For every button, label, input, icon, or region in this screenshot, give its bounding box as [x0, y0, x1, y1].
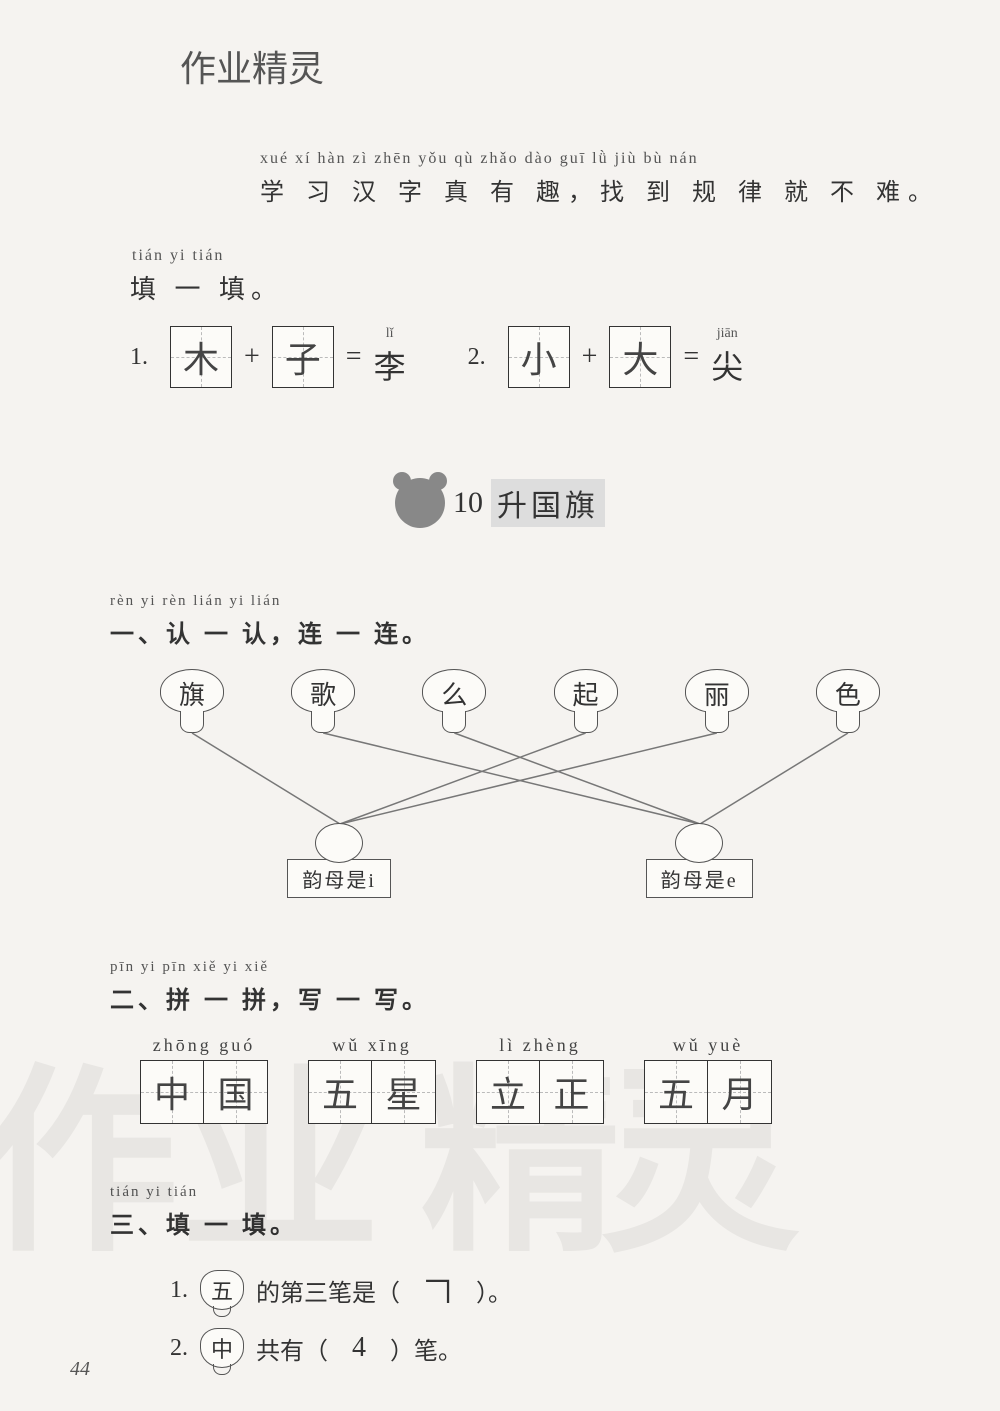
kid-icon [315, 823, 363, 863]
kid-icon [675, 823, 723, 863]
lesson-number: 10 [453, 486, 483, 520]
target-label: 韵母是e [646, 859, 753, 898]
char-box: 月 [708, 1060, 772, 1124]
char-box: 国 [204, 1060, 268, 1124]
char-box: 中 [140, 1060, 204, 1124]
question-text: ）笔。 [390, 1331, 462, 1366]
lesson-text: 升国旗 [491, 479, 605, 527]
result-char: lǐ 李 [374, 326, 406, 388]
char-box: 大 [609, 326, 671, 388]
target-box: 韵母是e [646, 823, 753, 898]
ex1-pinyin: rèn yi rèn lián yi lián [110, 593, 940, 610]
item-number: 2. [170, 1335, 188, 1362]
stroke-section: 1. 五 的第三笔是（ 𠃍 ）。 2. 中 共有（ 4 ）笔。 [170, 1270, 940, 1368]
mushroom-item: 丽 [685, 669, 749, 733]
write-group: wǔ yuè 五月 [644, 1035, 772, 1124]
char-box: 子 [272, 326, 334, 388]
write-pinyin: wǔ xīng [332, 1035, 412, 1056]
mushroom-item: 么 [422, 669, 486, 733]
fill-header: tián yi tián 填 一 填。 [130, 247, 940, 306]
fill-pinyin: tián yi tián [132, 247, 940, 265]
intro-sentence: xué xí hàn zì zhēn yǒu qù zhǎo dào guī l… [260, 150, 940, 207]
ex3-pinyin: tián yi tián [110, 1184, 940, 1201]
target-box: 韵母是i [287, 823, 391, 898]
ex3-header: tián yi tián 三、填 一 填。 [110, 1184, 940, 1240]
target-label: 韵母是i [287, 859, 391, 898]
lesson-title: 10 升国旗 [60, 478, 940, 533]
equals-sign: = [346, 341, 362, 373]
bear-icon [395, 478, 445, 528]
ex2-pinyin: pīn yi pīn xiě yi xiě [110, 959, 940, 976]
answer-text: 𠃍 [406, 1270, 470, 1310]
mushroom-item: 旗 [160, 669, 224, 733]
plus-sign: + [244, 341, 260, 373]
answer-text: 4 [334, 1332, 384, 1364]
char-box: 星 [372, 1060, 436, 1124]
mushroom-item: 起 [554, 669, 618, 733]
equation-number: 1. [130, 344, 148, 371]
target-row: 韵母是i 韵母是e [160, 823, 880, 898]
equation-number: 2. [468, 344, 486, 371]
stroke-question: 2. 中 共有（ 4 ）笔。 [170, 1328, 940, 1368]
ex1-header: rèn yi rèn lián yi lián 一、认 一 认，连 一 连。 [110, 593, 940, 649]
fill-hanzi: 填 一 填。 [130, 269, 940, 306]
write-group: lì zhèng 立正 [476, 1035, 604, 1124]
ex1-hanzi: 一、认 一 认，连 一 连。 [110, 614, 940, 649]
item-number: 1. [170, 1277, 188, 1304]
ex2-header: pīn yi pīn xiě yi xiě 二、拼 一 拼，写 一 写。 [110, 959, 940, 1015]
cloud-char: 五 [200, 1270, 244, 1310]
plus-sign: + [582, 341, 598, 373]
char-box: 正 [540, 1060, 604, 1124]
question-text: 的第三笔是（ [256, 1273, 400, 1308]
stroke-question: 1. 五 的第三笔是（ 𠃍 ）。 [170, 1270, 940, 1310]
mushroom-item: 歌 [291, 669, 355, 733]
char-box: 小 [508, 326, 570, 388]
char-box: 五 [308, 1060, 372, 1124]
mushroom-item: 色 [816, 669, 880, 733]
page-title-handwritten: 作业精灵 [180, 40, 324, 92]
result-char: jiān 尖 [711, 326, 743, 388]
equations-row: 1. 木 + 子 = lǐ 李 2. 小 + 大 = jiān 尖 [130, 326, 940, 388]
mushroom-row: 旗歌么起丽色 [160, 669, 880, 733]
intro-hanzi: 学 习 汉 字 真 有 趣，找 到 规 律 就 不 难。 [260, 172, 940, 207]
write-group: zhōng guó 中国 [140, 1035, 268, 1124]
write-group: wǔ xīng 五星 [308, 1035, 436, 1124]
char-box: 立 [476, 1060, 540, 1124]
write-pinyin: zhōng guó [153, 1035, 256, 1056]
equals-sign: = [683, 341, 699, 373]
question-text: ）。 [476, 1273, 512, 1308]
ex3-hanzi: 三、填 一 填。 [110, 1205, 940, 1240]
matching-area: 旗 歌 么 起 丽 色 韵母是i 韵母是e [160, 669, 900, 899]
write-row: zhōng guó 中国wǔ xīng 五星lì zhèng 立正wǔ yuè … [140, 1035, 940, 1124]
cloud-char: 中 [200, 1328, 244, 1368]
char-box: 木 [170, 326, 232, 388]
question-text: 共有（ [256, 1331, 328, 1366]
ex2-hanzi: 二、拼 一 拼，写 一 写。 [110, 980, 940, 1015]
intro-pinyin: xué xí hàn zì zhēn yǒu qù zhǎo dào guī l… [260, 150, 940, 168]
write-pinyin: wǔ yuè [673, 1035, 744, 1056]
page-number: 44 [70, 1358, 90, 1381]
char-box: 五 [644, 1060, 708, 1124]
write-pinyin: lì zhèng [499, 1035, 580, 1056]
